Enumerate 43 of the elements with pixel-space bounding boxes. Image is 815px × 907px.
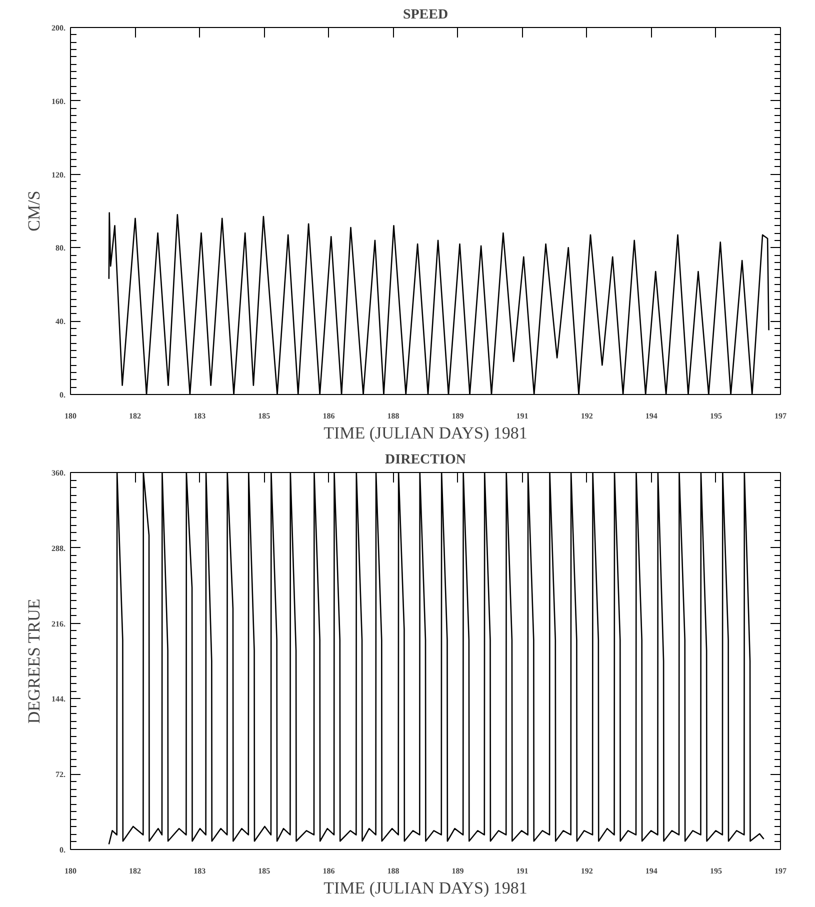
x-tick-label: 189 xyxy=(452,412,464,420)
x-tick-label: 189 xyxy=(452,866,464,876)
x-tick-label: 185 xyxy=(258,866,270,876)
chart-title: DIRECTION xyxy=(385,452,466,468)
line-series xyxy=(108,472,764,845)
y-tick-label: 72. xyxy=(56,770,66,780)
x-tick-label: 194 xyxy=(645,412,658,420)
y-tick-label: 0. xyxy=(60,846,66,854)
x-tick-label: 183 xyxy=(194,866,206,876)
x-tick-label: 183 xyxy=(194,412,206,420)
x-tick-label: 188 xyxy=(387,866,400,876)
y-axis-title: CM/S xyxy=(24,190,44,232)
x-tick-label: 195 xyxy=(710,866,722,876)
y-tick-label: 0. xyxy=(60,390,66,400)
y-tick-label: 360. xyxy=(52,468,66,478)
x-tick-label: 188 xyxy=(387,412,400,420)
x-tick-label: 182 xyxy=(129,866,142,876)
y-axis-title: DEGREES TRUE xyxy=(24,598,44,724)
y-tick-label: 144. xyxy=(52,694,66,704)
x-tick-label: 197 xyxy=(774,866,786,876)
x-tick-label: 180 xyxy=(64,866,76,876)
y-tick-label: 80. xyxy=(56,244,66,253)
x-tick-label: 191 xyxy=(516,866,528,876)
x-axis-title: TIME (JULIAN DAYS) 1981 xyxy=(324,878,528,898)
y-tick-label: 200. xyxy=(52,24,66,32)
chart-title: SPEED xyxy=(402,8,448,22)
x-tick-label: 197 xyxy=(774,412,786,420)
x-tick-label: 192 xyxy=(580,866,593,876)
x-tick-label: 185 xyxy=(258,412,270,420)
x-tick-label: 194 xyxy=(645,866,658,876)
x-tick-label: 186 xyxy=(322,412,335,420)
x-tick-label: 192 xyxy=(580,412,593,420)
x-tick-label: 180 xyxy=(64,412,76,420)
y-tick-label: 160. xyxy=(52,96,66,106)
x-tick-label: 182 xyxy=(129,412,142,420)
x-tick-label: 186 xyxy=(322,866,335,876)
y-tick-label: 40. xyxy=(56,317,66,326)
y-tick-label: 216. xyxy=(52,619,66,628)
x-tick-label: 195 xyxy=(710,412,722,420)
y-tick-label: 120. xyxy=(52,170,66,180)
x-axis-title: TIME (JULIAN DAYS) 1981 xyxy=(324,424,528,442)
y-tick-label: 288. xyxy=(52,544,66,553)
x-tick-label: 191 xyxy=(516,412,528,420)
